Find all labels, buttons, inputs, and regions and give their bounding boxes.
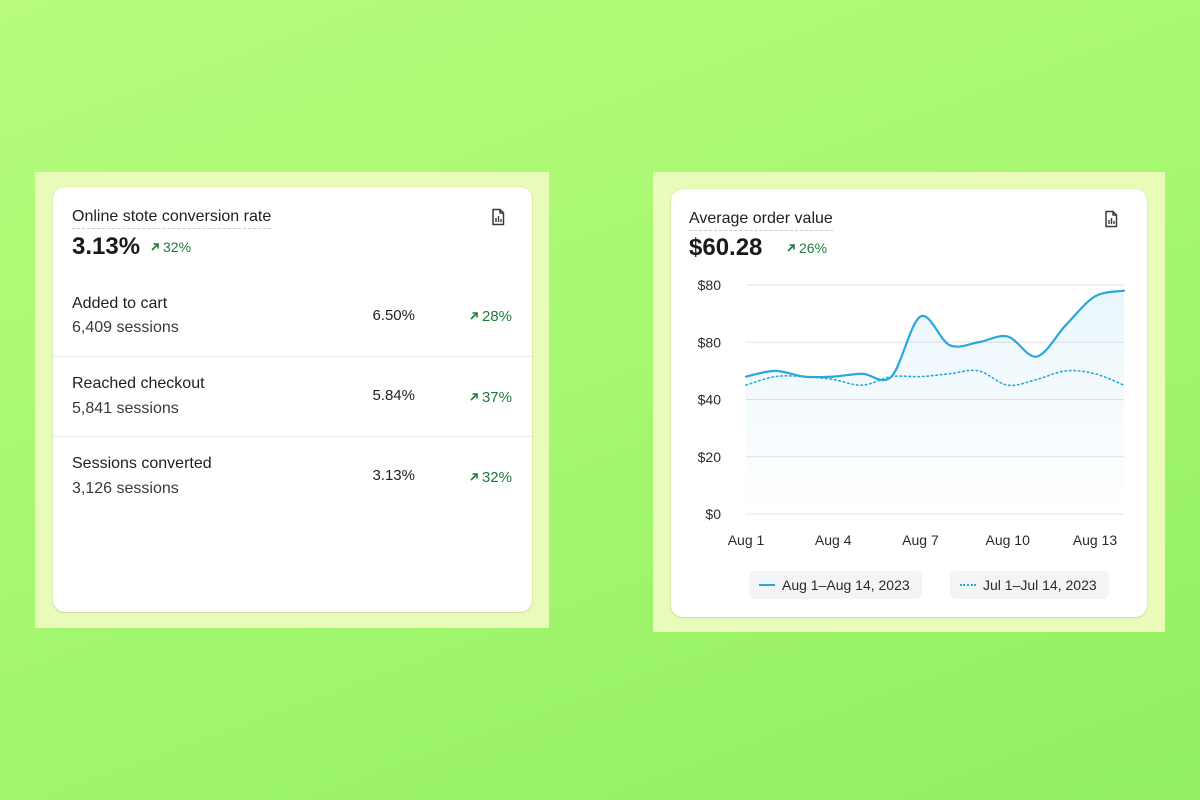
series-area-fill xyxy=(746,290,1124,514)
data-point[interactable] xyxy=(1118,379,1130,391)
y-tick-label: $80 xyxy=(698,277,722,293)
aov-delta: 26% xyxy=(786,240,827,256)
legend-label: Aug 1–Aug 14, 2023 xyxy=(782,577,910,593)
y-tick-label: $20 xyxy=(698,449,722,465)
data-point[interactable] xyxy=(1060,365,1072,377)
average-order-value: $60.28 xyxy=(689,234,763,261)
x-tick-label: Aug 7 xyxy=(902,532,939,548)
data-point[interactable] xyxy=(798,371,810,383)
arrow-up-right-icon xyxy=(470,393,478,401)
row-percentage: 3.13% xyxy=(372,467,415,484)
y-tick-label: $80 xyxy=(698,334,722,350)
legend-previous-period[interactable]: Jul 1–Jul 14, 2023 xyxy=(950,571,1109,599)
aov-line-chart[interactable]: $0 $20 $40 $80 $80 Aug 1 Aug 4 Aug 7 Aug 10 Aug 1… xyxy=(671,189,1147,559)
data-point[interactable] xyxy=(856,368,868,380)
x-tick-label: Aug 4 xyxy=(815,532,852,548)
data-point[interactable] xyxy=(944,368,956,380)
row-delta: 28% xyxy=(469,308,512,325)
data-point[interactable] xyxy=(944,339,956,351)
data-point[interactable] xyxy=(1031,351,1043,363)
data-point[interactable] xyxy=(1089,368,1101,380)
row-delta: 32% xyxy=(469,469,512,486)
data-point[interactable] xyxy=(914,310,926,322)
card-title[interactable]: Average order value xyxy=(689,210,833,231)
row-sessions: 5,841 sessions xyxy=(72,400,179,417)
arrow-up-right-icon xyxy=(151,243,159,251)
arrow-up-right-icon xyxy=(787,244,795,252)
conversion-rate-card: Online stote conversion rate 3.13% 32% A… xyxy=(53,187,532,612)
row-label: Added to cart xyxy=(72,295,168,312)
x-tick-label: Aug 1 xyxy=(728,532,765,548)
row-label: Sessions converted xyxy=(72,455,212,472)
legend-label: Jul 1–Jul 14, 2023 xyxy=(983,577,1097,593)
data-point[interactable] xyxy=(827,373,839,385)
data-point[interactable] xyxy=(1089,290,1101,302)
card-title[interactable]: Online stote conversion rate xyxy=(72,208,272,229)
row-delta: 37% xyxy=(469,389,512,406)
report-icon[interactable] xyxy=(1102,210,1120,228)
data-point[interactable] xyxy=(1002,331,1014,343)
row-percentage: 5.84% xyxy=(372,387,415,404)
dotted-line-swatch xyxy=(960,584,976,586)
solid-line-swatch xyxy=(759,584,775,586)
average-order-value-card: Average order value $60.28 26% $0 $20 $40 $… xyxy=(671,189,1147,617)
funnel-row-sessions-converted[interactable]: Sessions converted 3,126 sessions 3.13% … xyxy=(53,436,532,516)
data-point[interactable] xyxy=(769,371,781,383)
y-tick-label: $0 xyxy=(705,506,721,522)
report-icon[interactable] xyxy=(489,208,507,226)
y-tick-label: $40 xyxy=(698,392,722,408)
data-point[interactable] xyxy=(856,379,868,391)
data-point[interactable] xyxy=(885,371,897,383)
funnel-row-added-to-cart[interactable]: Added to cart 6,409 sessions 6.50% 28% xyxy=(53,276,532,356)
data-point[interactable] xyxy=(1031,373,1043,385)
conversion-rate-delta: 32% xyxy=(150,239,191,255)
row-sessions: 3,126 sessions xyxy=(72,480,179,497)
row-label: Reached checkout xyxy=(72,375,205,392)
delta-text: 32% xyxy=(481,469,512,486)
arrow-up-right-icon xyxy=(470,312,478,320)
row-sessions: 6,409 sessions xyxy=(72,319,179,336)
data-point[interactable] xyxy=(914,371,926,383)
delta-text: 32% xyxy=(163,239,192,255)
data-point[interactable] xyxy=(1118,285,1130,297)
data-point[interactable] xyxy=(973,336,985,348)
data-point[interactable] xyxy=(1060,319,1072,331)
row-percentage: 6.50% xyxy=(372,307,415,324)
data-point[interactable] xyxy=(740,379,752,391)
arrow-up-right-icon xyxy=(470,473,478,481)
delta-text: 26% xyxy=(799,240,828,256)
funnel-row-reached-checkout[interactable]: Reached checkout 5,841 sessions 5.84% 37… xyxy=(53,356,532,436)
delta-text: 28% xyxy=(481,308,512,325)
delta-text: 37% xyxy=(481,389,512,406)
conversion-rate-value: 3.13% xyxy=(72,233,141,260)
x-tick-label: Aug 10 xyxy=(986,532,1031,548)
legend-current-period[interactable]: Aug 1–Aug 14, 2023 xyxy=(749,571,922,599)
data-point[interactable] xyxy=(1002,379,1014,391)
x-tick-label: Aug 13 xyxy=(1073,532,1118,548)
data-point[interactable] xyxy=(973,365,985,377)
